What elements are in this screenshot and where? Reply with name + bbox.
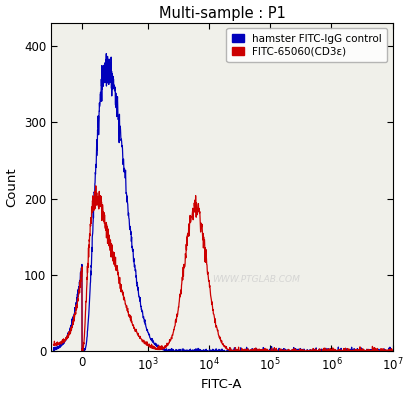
Y-axis label: Count: Count: [6, 168, 18, 207]
Title: Multi-sample : P1: Multi-sample : P1: [159, 6, 285, 21]
Text: WWW.PTGLAB.COM: WWW.PTGLAB.COM: [212, 275, 300, 284]
Legend: hamster FITC-IgG control, FITC-65060(CD3ε): hamster FITC-IgG control, FITC-65060(CD3…: [227, 28, 387, 62]
X-axis label: FITC-A: FITC-A: [201, 378, 243, 391]
